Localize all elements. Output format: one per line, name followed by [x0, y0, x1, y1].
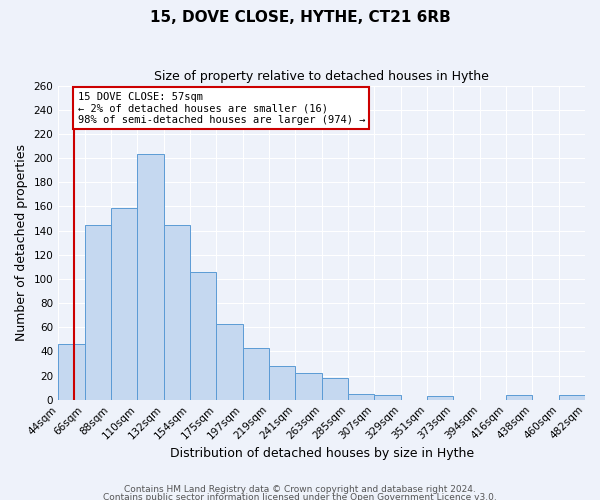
- Bar: [137, 154, 164, 400]
- Bar: [85, 224, 111, 400]
- Text: 15, DOVE CLOSE, HYTHE, CT21 6RB: 15, DOVE CLOSE, HYTHE, CT21 6RB: [149, 10, 451, 25]
- Bar: [506, 395, 532, 400]
- Bar: [427, 396, 453, 400]
- Bar: [216, 324, 242, 400]
- Bar: [190, 272, 216, 400]
- Bar: [348, 394, 374, 400]
- Bar: [374, 395, 401, 400]
- Text: Contains HM Land Registry data © Crown copyright and database right 2024.: Contains HM Land Registry data © Crown c…: [124, 486, 476, 494]
- Bar: [111, 208, 137, 400]
- Bar: [58, 344, 85, 400]
- Bar: [269, 366, 295, 400]
- Bar: [164, 224, 190, 400]
- Bar: [295, 373, 322, 400]
- Title: Size of property relative to detached houses in Hythe: Size of property relative to detached ho…: [154, 70, 489, 83]
- Bar: [559, 395, 585, 400]
- Bar: [322, 378, 348, 400]
- Y-axis label: Number of detached properties: Number of detached properties: [15, 144, 28, 341]
- X-axis label: Distribution of detached houses by size in Hythe: Distribution of detached houses by size …: [170, 447, 473, 460]
- Text: Contains public sector information licensed under the Open Government Licence v3: Contains public sector information licen…: [103, 492, 497, 500]
- Bar: [242, 348, 269, 400]
- Text: 15 DOVE CLOSE: 57sqm
← 2% of detached houses are smaller (16)
98% of semi-detach: 15 DOVE CLOSE: 57sqm ← 2% of detached ho…: [77, 92, 365, 125]
